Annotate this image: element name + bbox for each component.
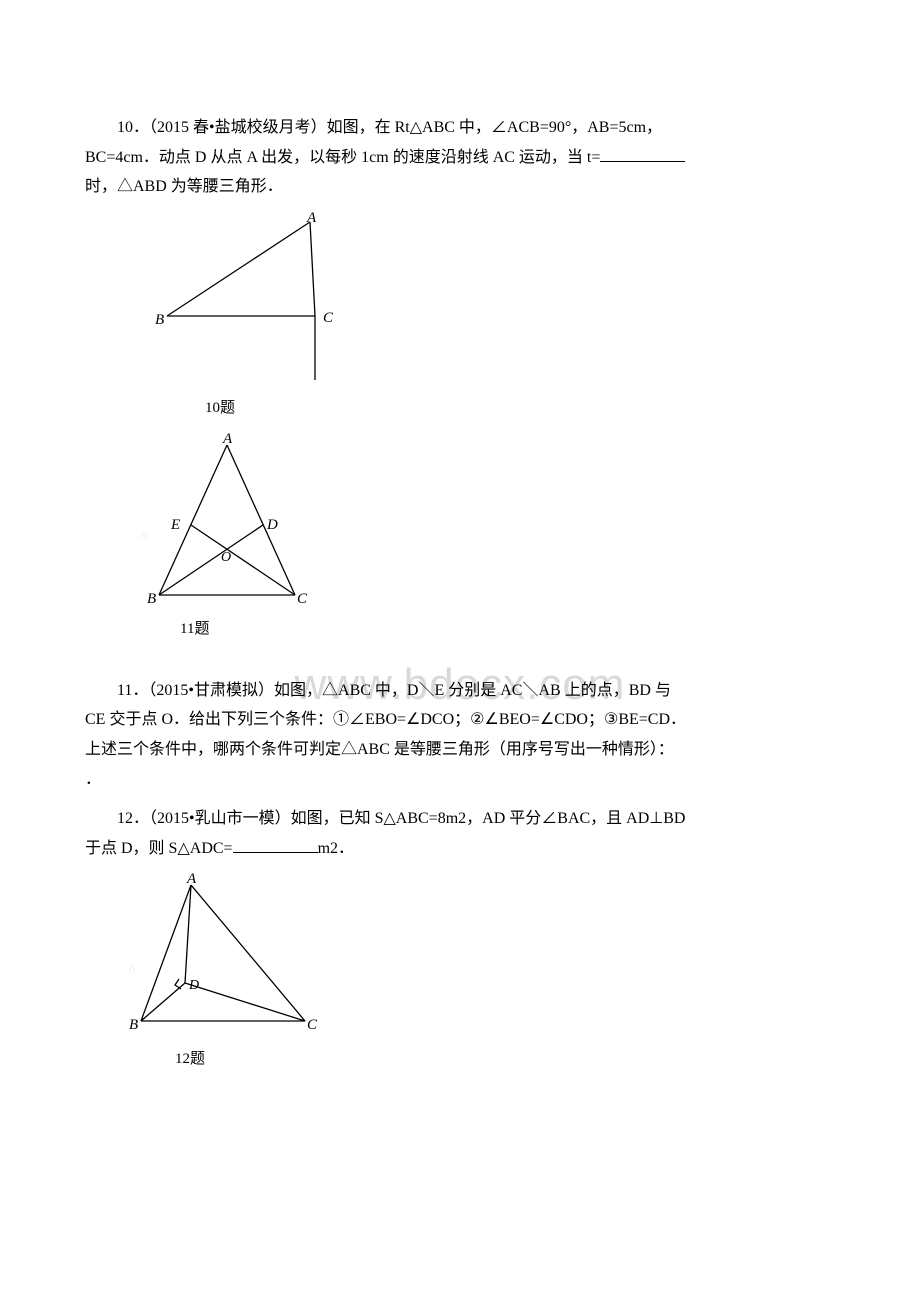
q10-figure: A B C 10题 (145, 210, 835, 417)
q12-line2a: 于点 D，则 S△ADC= (85, 840, 233, 857)
q11-label-e: E (170, 517, 180, 533)
q11-label-d: D (266, 517, 278, 533)
q11-label-a: A (222, 431, 233, 447)
q11-label-o: O (221, 550, 231, 565)
q11-label-c: C (297, 591, 308, 607)
q11-figure: Jy A B C E D O 11题 (135, 431, 835, 638)
q11-caption: 11题 (180, 617, 835, 638)
q10-caption: 10题 (205, 396, 835, 417)
q11-line3: 上述三个条件中，哪两个条件可判定△ABC 是等腰三角形（用序号写出一种情形）： (85, 737, 835, 763)
q12-figure: Jy A B C D 12题 (125, 871, 835, 1068)
q12-label-d: D (188, 978, 199, 993)
q12-wm-under: Jy (127, 963, 137, 975)
q10-line1: 10．（2015 春•盐城校级月考）如图，在 Rt△ABC 中，∠ACB=90°… (85, 115, 835, 141)
q10-svg: A B C (145, 210, 355, 390)
document-content: 10．（2015 春•盐城校级月考）如图，在 Rt△ABC 中，∠ACB=90°… (85, 115, 835, 1068)
q11-line2: CE 交于点 O．给出下列三个条件：①∠EBO=∠DCO；②∠BEO=∠CDO；… (85, 707, 835, 733)
q12-line2-wrap: 于点 D，则 S△ADC= m2． (85, 836, 835, 862)
q12-label-a: A (186, 871, 197, 887)
q12-label-c: C (307, 1017, 318, 1033)
q12-svg: A B C D (125, 871, 335, 1041)
q12-blank (233, 837, 318, 853)
q10-line2: BC=4cm．动点 D 从点 A 出发，以每秒 1cm 的速度沿射线 AC 运动… (85, 149, 600, 166)
q11-svg: A B C E D O (135, 431, 335, 611)
q12-line1: 12．（2015•乳山市一模）如图，已知 S△ABC=8m2，AD 平分∠BAC… (85, 806, 835, 832)
q12-label-b: B (129, 1017, 138, 1033)
q10-line3: 时，△ABD 为等腰三角形． (85, 174, 835, 200)
q12-line2b: m2． (318, 840, 354, 857)
q10-label-b: B (155, 312, 164, 328)
q10-line2-wrap: BC=4cm．动点 D 从点 A 出发，以每秒 1cm 的速度沿射线 AC 运动… (85, 145, 835, 171)
q11-line4: ． (85, 767, 835, 793)
q11-wm-under: Jy (139, 529, 149, 541)
q11-label-b: B (147, 591, 156, 607)
q10-label-c: C (323, 310, 334, 326)
q12-caption: 12题 (175, 1047, 835, 1068)
q10-label-a: A (306, 210, 317, 226)
q10-blank (600, 146, 685, 162)
q11-line1: 11．（2015•甘肃模拟）如图，△ABC 中，D＼E 分别是 AC＼AB 上的… (85, 678, 835, 704)
